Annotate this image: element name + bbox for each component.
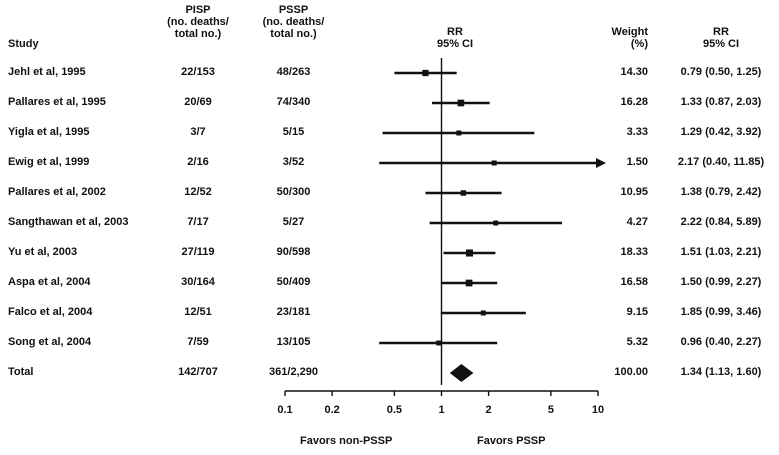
weight-value: 16.28 [620, 96, 648, 108]
pssp-count: 5/27 [282, 216, 305, 228]
point-estimate-box [493, 220, 499, 226]
point-estimate-box [480, 310, 486, 316]
point-estimate-box [436, 340, 442, 346]
pisp-count: 22/153 [181, 66, 215, 78]
pssp-count: 13/105 [276, 336, 311, 348]
weight-value: 3.33 [626, 126, 648, 138]
point-estimate-box [456, 130, 462, 136]
x-tick-label: 10 [592, 404, 604, 416]
total-weight-value: 100.00 [614, 366, 648, 378]
point-estimate-box [422, 69, 429, 77]
study-name: Yigla et al, 1995 [8, 126, 90, 138]
point-estimate-box [491, 160, 497, 166]
header-study: Study [8, 38, 39, 50]
pisp-count: 20/69 [184, 96, 212, 108]
pisp-count: 2/16 [187, 156, 209, 168]
study-name: Yu et al, 2003 [8, 246, 78, 258]
study-name: Pallares et al, 1995 [8, 96, 106, 108]
rr-ci-value: 2.17 (0.40, 11.85) [677, 156, 765, 168]
pisp-count: 12/51 [184, 306, 212, 318]
study-name: Ewig et al, 1999 [8, 156, 90, 168]
study-name: Pallares et al, 2002 [8, 186, 106, 198]
point-estimate-box [465, 249, 474, 257]
favors-non-pssp-label: Favors non-PSSP [300, 435, 393, 447]
total-pssp-count: 361/2,290 [269, 366, 318, 378]
header-rr-ci: RR 95% CI [436, 26, 474, 50]
rr-ci-value: 1.29 (0.42, 3.92) [680, 126, 762, 138]
study-name: Song et al, 2004 [8, 336, 92, 348]
pisp-count: 7/59 [187, 336, 209, 348]
point-estimate-box [460, 190, 467, 196]
point-estimate-box [465, 279, 473, 287]
weight-value: 1.50 [626, 156, 648, 168]
pooled-diamond [449, 364, 474, 382]
header-pisp: PISP (no. deaths/ total no.) [167, 4, 229, 40]
x-tick-label: 2 [486, 404, 492, 416]
pisp-count: 3/7 [190, 126, 206, 138]
rr-ci-value: 2.22 (0.84, 5.89) [680, 216, 762, 228]
rr-ci-value: 1.38 (0.79, 2.42) [680, 186, 762, 198]
x-tick-label: 0.2 [324, 404, 339, 416]
point-estimate-box [457, 99, 465, 107]
pssp-count: 50/300 [276, 186, 311, 198]
weight-value: 18.33 [620, 246, 648, 258]
weight-value: 16.58 [620, 276, 648, 288]
header-rr-right: RR 95% CI [702, 26, 740, 50]
rr-ci-value: 1.50 (0.99, 2.27) [680, 276, 762, 288]
weight-value: 10.95 [620, 186, 648, 198]
study-name: Sangthawan et al, 2003 [8, 216, 129, 228]
x-tick-label: 1 [438, 404, 444, 416]
total-study-name: Total [8, 366, 34, 378]
pssp-count: 3/52 [282, 156, 305, 168]
rr-ci-value: 0.79 (0.50, 1.25) [680, 66, 762, 78]
x-tick-label: 5 [548, 404, 554, 416]
weight-value: 5.32 [626, 336, 648, 348]
pssp-count: 23/181 [276, 306, 311, 318]
x-tick-label: 0.1 [277, 404, 292, 416]
pisp-count: 27/119 [181, 246, 215, 258]
pssp-count: 48/263 [276, 66, 311, 78]
pssp-count: 50/409 [276, 276, 311, 288]
rr-ci-value: 0.96 (0.40, 2.27) [680, 336, 762, 348]
pssp-count: 5/15 [282, 126, 305, 138]
study-name: Aspa et al, 2004 [8, 276, 91, 288]
total-rr-ci-value: 1.34 (1.13, 1.60) [680, 366, 762, 378]
study-name: Falco et al, 2004 [8, 306, 93, 318]
pssp-count: 90/598 [276, 246, 311, 258]
header-weight: Weight (%) [611, 26, 648, 50]
rr-ci-value: 1.51 (1.03, 2.21) [680, 246, 762, 258]
favors-pssp-label: Favors PSSP [477, 435, 546, 447]
pisp-count: 7/17 [187, 216, 209, 228]
pssp-count: 74/340 [276, 96, 311, 108]
total-pisp-count: 142/707 [178, 366, 218, 378]
weight-value: 9.15 [626, 306, 648, 318]
study-name: Jehl et al, 1995 [8, 66, 86, 78]
x-tick-label: 0.5 [387, 404, 402, 416]
header-pssp: PSSP (no. deaths/ total no.) [262, 4, 325, 40]
pisp-count: 12/52 [184, 186, 212, 198]
pisp-count: 30/164 [181, 276, 215, 288]
weight-value: 14.30 [620, 66, 648, 78]
rr-ci-value: 1.85 (0.99, 3.46) [680, 306, 762, 318]
weight-value: 4.27 [626, 216, 648, 228]
rr-ci-value: 1.33 (0.87, 2.03) [680, 96, 762, 108]
ci-arrow [596, 158, 606, 168]
